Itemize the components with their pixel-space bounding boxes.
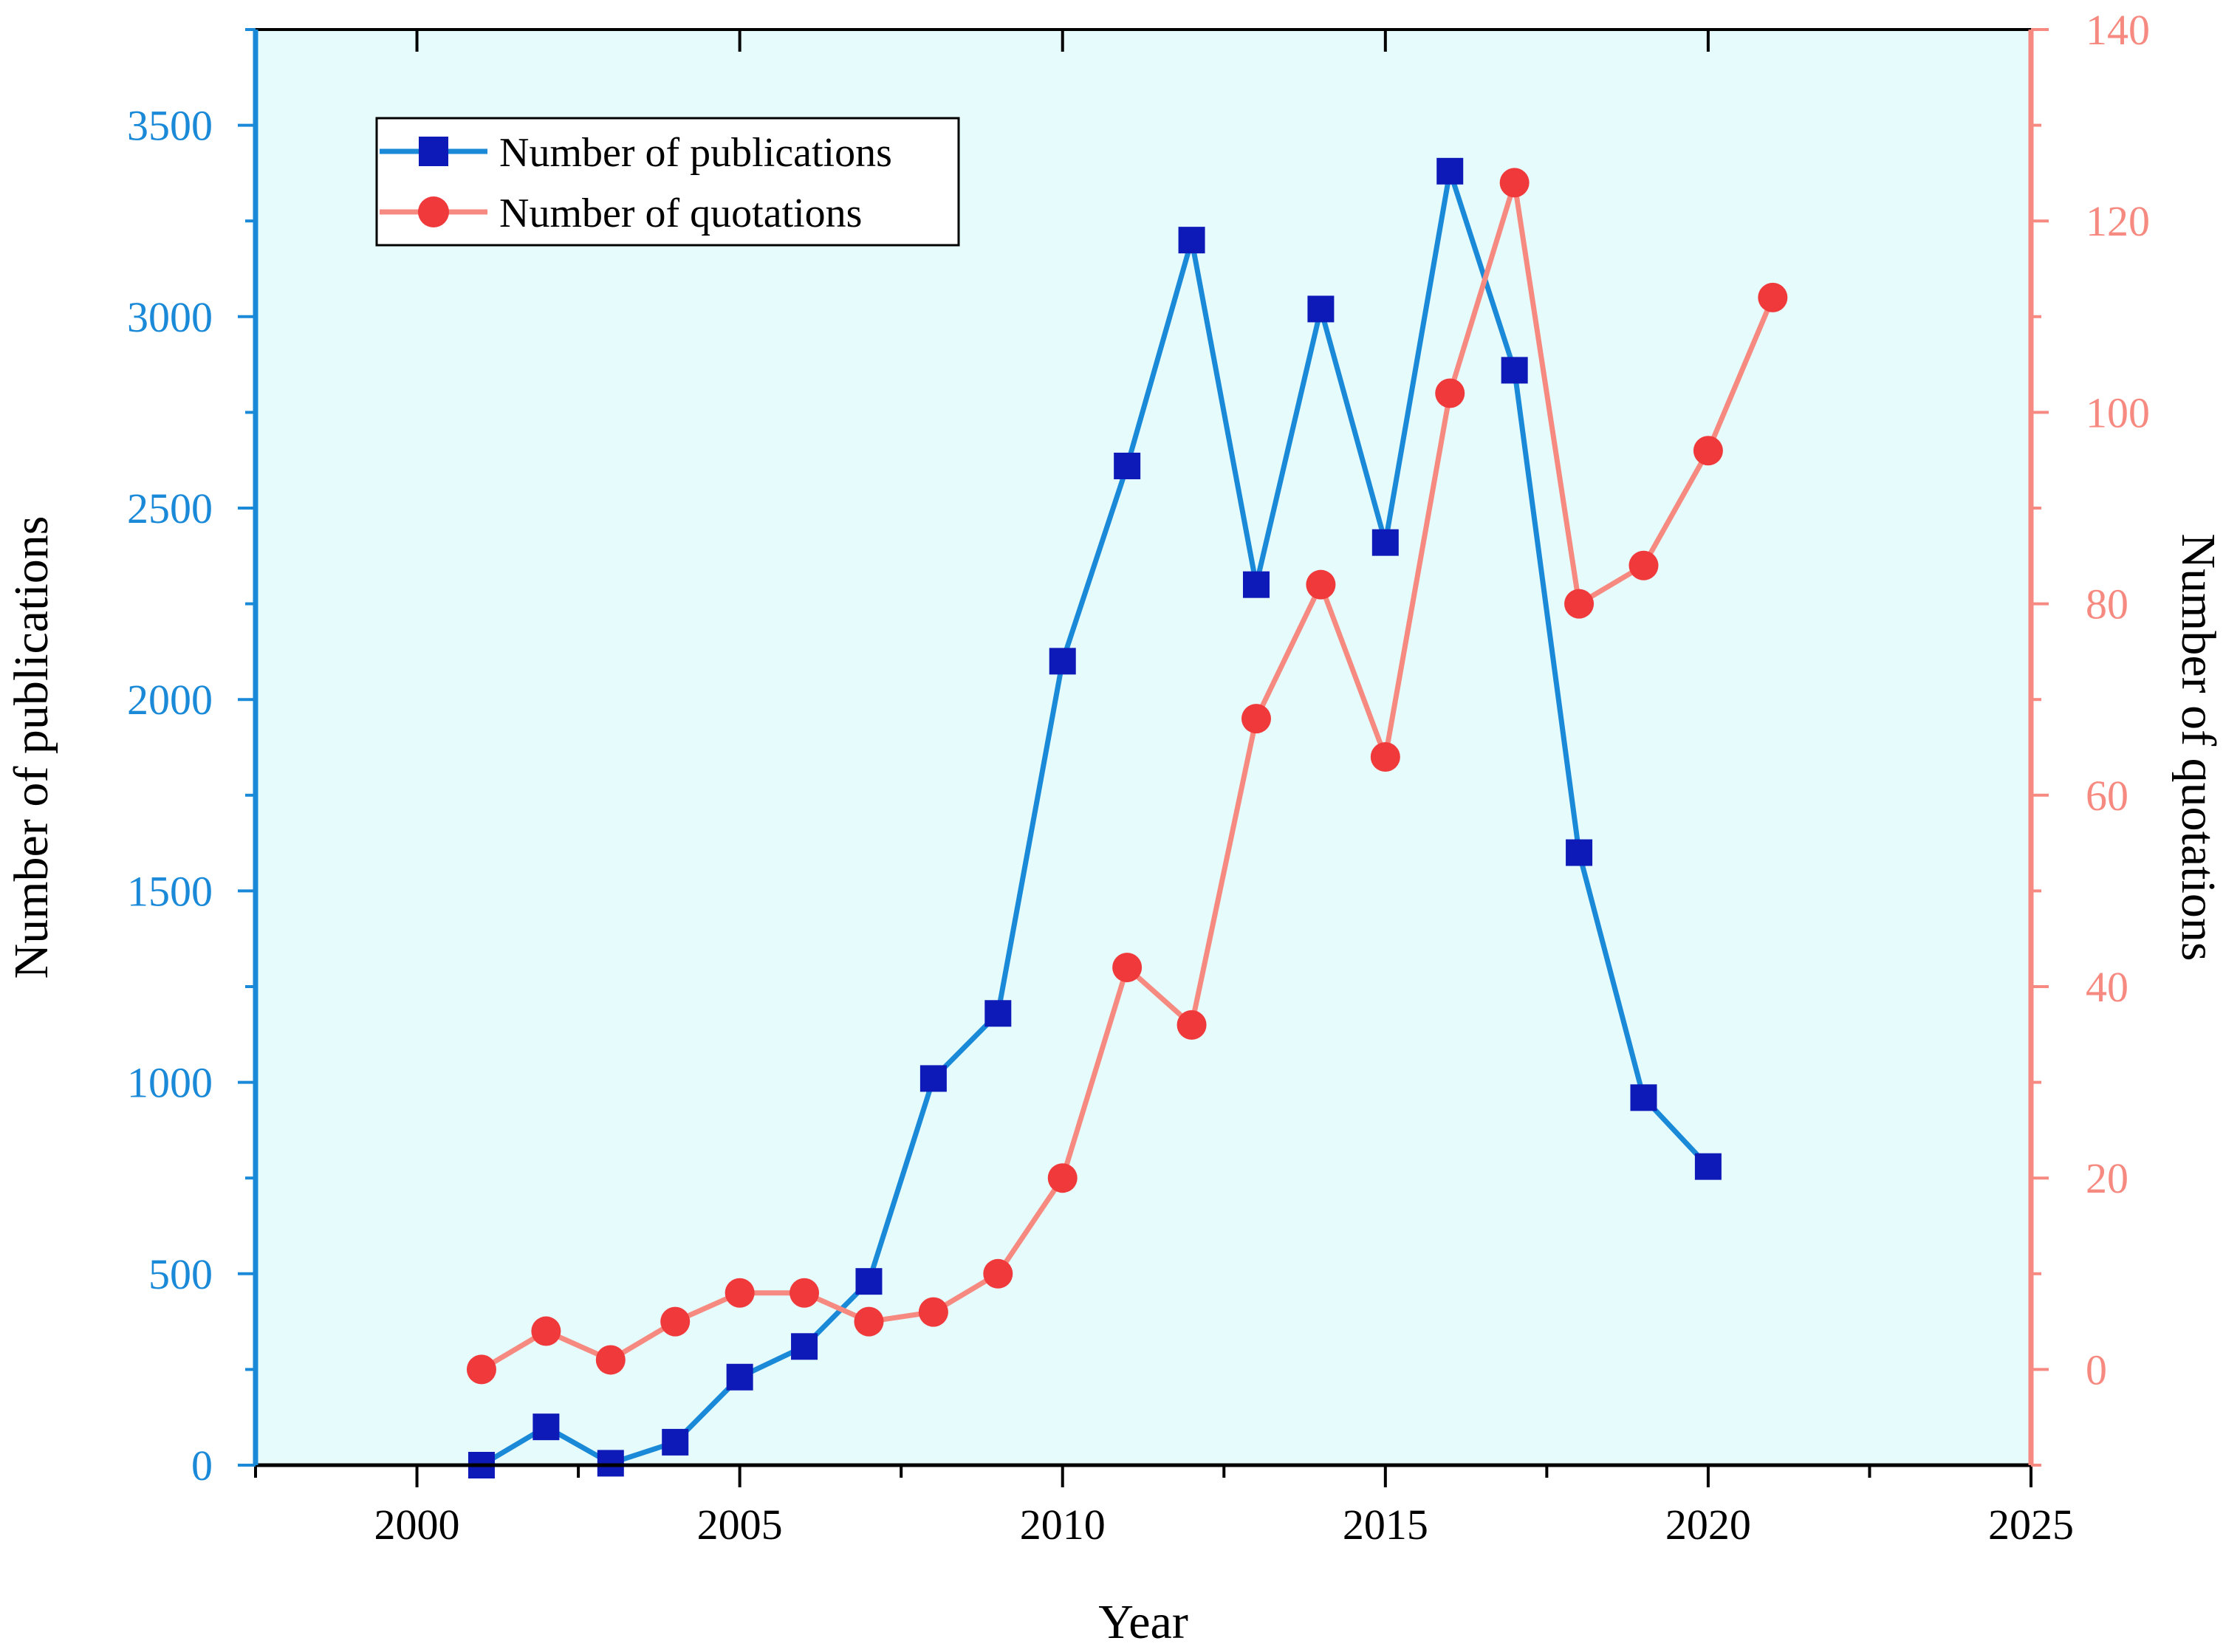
x-tick-label: 2005 xyxy=(697,1501,783,1549)
publications-point xyxy=(984,1000,1012,1027)
publications-point xyxy=(1694,1153,1722,1180)
y2-tick-label: 40 xyxy=(2086,963,2128,1011)
quotations-point xyxy=(1176,1010,1207,1040)
quotations-point xyxy=(983,1258,1013,1289)
quotations-point xyxy=(1499,168,1530,198)
x-axis-title: Year xyxy=(1098,1595,1188,1649)
y-tick-label: 1500 xyxy=(127,867,213,915)
quotations-point xyxy=(918,1297,948,1327)
quotations-point xyxy=(1370,741,1400,772)
y2-tick-label: 120 xyxy=(2086,197,2150,245)
y2-tick-label: 0 xyxy=(2086,1346,2107,1394)
y-tick-label: 3000 xyxy=(127,293,213,341)
publications-point xyxy=(1049,648,1076,675)
quotations-point xyxy=(1241,704,1271,734)
publications-point xyxy=(1371,529,1399,556)
quotations-point xyxy=(1758,282,1788,312)
y-tick-label: 3500 xyxy=(127,102,213,150)
publications-point xyxy=(597,1450,624,1477)
publications-point xyxy=(919,1065,947,1092)
quotations-point xyxy=(1047,1163,1078,1193)
quotations-point xyxy=(790,1278,820,1308)
quotations-point xyxy=(725,1278,755,1308)
publications-point xyxy=(532,1413,560,1441)
y2-axis-title: Number of quotations xyxy=(2171,533,2225,961)
legend-box xyxy=(375,117,960,247)
axis-ticks xyxy=(238,28,2049,1487)
quotations-point xyxy=(854,1306,884,1337)
legend-quotations-marker xyxy=(418,196,449,227)
legend: Number of publications Number of quotati… xyxy=(375,117,960,247)
publications-point xyxy=(1501,357,1528,384)
y-tick-label: 2500 xyxy=(127,484,213,532)
quotations-point xyxy=(1564,589,1595,619)
x-tick-label: 2010 xyxy=(1020,1501,1106,1549)
axes xyxy=(253,28,2034,1467)
y-tick-label: 500 xyxy=(148,1250,213,1298)
publications-point xyxy=(855,1268,883,1295)
y-axis-title: Number of publications xyxy=(4,516,58,979)
y-tick-label: 2000 xyxy=(127,676,213,724)
y-tick-label: 0 xyxy=(191,1442,213,1490)
tick-labels: 2000 2005 2010 2015 2020 20250500100015002000… xyxy=(127,6,2150,1549)
quotations-point xyxy=(660,1306,691,1337)
publications-point xyxy=(791,1333,818,1360)
quotations-point xyxy=(1306,569,1336,600)
y2-tick-label: 20 xyxy=(2086,1154,2128,1202)
legend-quotations-label: Number of quotations xyxy=(499,191,862,236)
y2-tick-label: 80 xyxy=(2086,580,2128,628)
publications-point xyxy=(1307,295,1335,323)
quotations-point xyxy=(1693,436,1723,466)
publications-point xyxy=(1436,157,1464,185)
plot-background xyxy=(256,30,2031,1465)
x-tick-label: 2020 xyxy=(1665,1501,1751,1549)
publications-point xyxy=(1242,571,1270,598)
x-tick-label: 2025 xyxy=(1988,1501,2074,1549)
quotations-point xyxy=(1435,378,1465,408)
y2-tick-label: 100 xyxy=(2086,388,2150,436)
quotations-point xyxy=(1112,953,1143,983)
legend-publications-marker xyxy=(419,137,448,166)
legend-publications-label: Number of publications xyxy=(499,130,892,176)
x-tick-label: 2015 xyxy=(1343,1501,1428,1549)
publications-point xyxy=(1630,1084,1657,1111)
series-group xyxy=(466,157,1788,1478)
y2-tick-label: 60 xyxy=(2086,772,2128,820)
quotations-point xyxy=(1628,550,1659,580)
quotations-point xyxy=(595,1345,626,1375)
publications-point xyxy=(1178,227,1205,254)
publications-point xyxy=(726,1363,753,1391)
publications-point xyxy=(1566,839,1593,866)
publications-point xyxy=(1114,452,1141,479)
quotations-point xyxy=(466,1354,496,1385)
y-tick-label: 1000 xyxy=(127,1059,213,1107)
publications-point xyxy=(662,1428,689,1456)
x-tick-label: 2000 xyxy=(374,1501,460,1549)
y2-tick-label: 140 xyxy=(2086,6,2150,54)
quotations-point xyxy=(531,1316,561,1346)
